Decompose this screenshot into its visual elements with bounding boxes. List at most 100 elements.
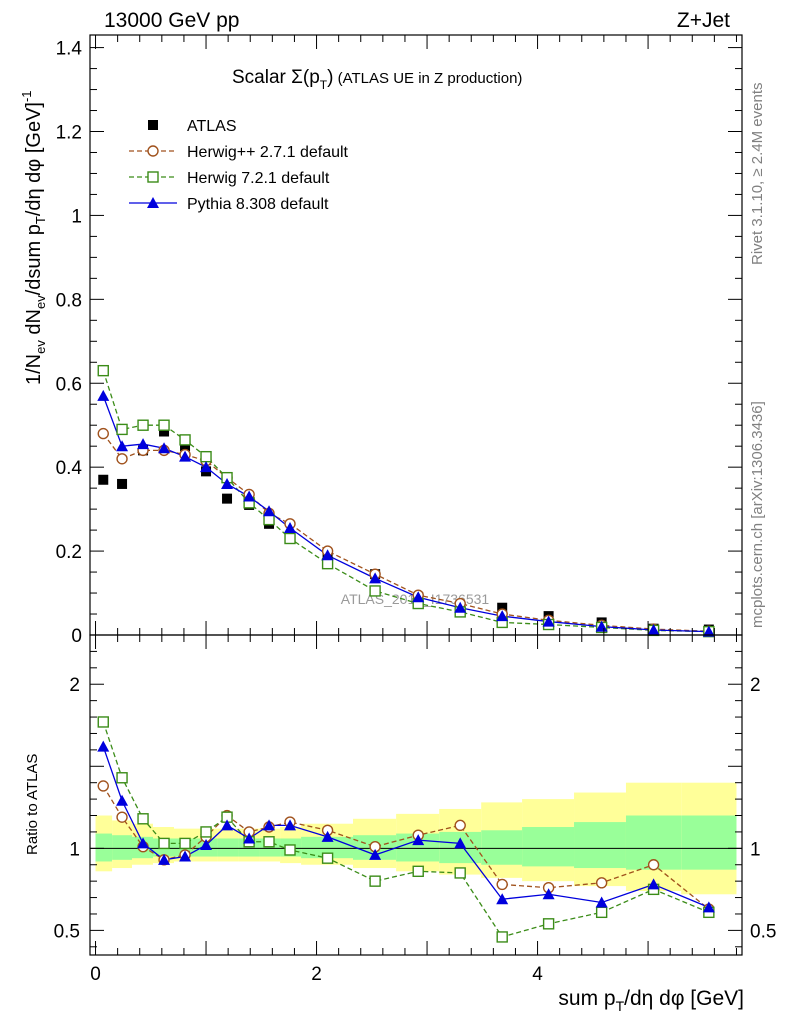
top-series-lines bbox=[102, 370, 709, 633]
ratio-point-pythia bbox=[221, 819, 234, 831]
top-point-herwigpp bbox=[97, 427, 109, 440]
ratio-point-pythia bbox=[369, 848, 382, 860]
band-inner-bin bbox=[112, 835, 132, 860]
ratio-point-herwig7 bbox=[137, 813, 149, 825]
top-point-pythia bbox=[263, 505, 276, 517]
top-point-herwig7 bbox=[200, 450, 212, 463]
ratio-point-herwigpp bbox=[97, 780, 109, 792]
ratio-point-pythia bbox=[412, 834, 425, 846]
ratio-point-pythia bbox=[702, 901, 715, 913]
ratio-point-herwig7 bbox=[595, 906, 608, 919]
ratio-ytick-label: 0.5 bbox=[54, 921, 80, 942]
ratio-point-herwig7 bbox=[454, 867, 466, 879]
top-point-pythia bbox=[321, 549, 334, 561]
top-ytick-label: 1 bbox=[71, 206, 82, 227]
ratio-point-herwigpp bbox=[454, 819, 466, 832]
top-point-pythia bbox=[284, 522, 297, 534]
ratio-point-herwig7 bbox=[200, 826, 212, 838]
top-point-pythia bbox=[221, 477, 234, 489]
band-inner-bin bbox=[574, 822, 626, 869]
ratio-point-herwig7 bbox=[158, 837, 170, 850]
top-point-atlas bbox=[497, 602, 508, 613]
ratio-ytick-label-right: 1 bbox=[750, 839, 761, 860]
top-point-pythia bbox=[200, 461, 213, 473]
top-ytick-label: 1.4 bbox=[56, 39, 83, 60]
top-ytick-label: 0.2 bbox=[56, 542, 82, 563]
ratio-frame bbox=[89, 634, 743, 956]
title-sub: T bbox=[320, 78, 328, 92]
mcplots-label: mcplots.cern.ch [arXiv:1306.3436] bbox=[749, 401, 766, 628]
top-point-pythia bbox=[542, 615, 555, 627]
top-point-herwigpp bbox=[116, 453, 128, 465]
top-point-pythia bbox=[496, 610, 509, 622]
ratio-point-pythia bbox=[116, 794, 129, 806]
ratio-point-pythia bbox=[321, 830, 334, 842]
legend-label-herwig7: Herwig 7.2.1 default bbox=[187, 170, 330, 187]
ratio-point-pythia bbox=[284, 819, 297, 831]
top-ytick-label: 0.8 bbox=[56, 290, 82, 311]
axes: 0 0.2 0.4 0.6 0.8 1 1.2 1.4 0 2 4 0.5 0.5 1 1 2 2 bbox=[54, 34, 776, 985]
header-right-label: Z+Jet bbox=[677, 9, 730, 32]
ratio-point-herwigpp bbox=[595, 877, 608, 889]
title-suffix: (ATLAS UE in Z production) bbox=[333, 70, 522, 87]
xtick-label: 0 bbox=[90, 964, 101, 985]
ratio-point-herwig7 bbox=[321, 852, 334, 864]
xtick-label: 4 bbox=[532, 964, 543, 985]
legend-marker-herwigpp bbox=[147, 145, 159, 157]
ratio-point-pythia bbox=[595, 896, 608, 908]
legend-label-pythia: Pythia 8.308 default bbox=[187, 196, 329, 213]
ratio-ytick-label-right: 2 bbox=[750, 675, 761, 696]
ratio-point-pythia bbox=[496, 893, 509, 905]
legend-marker-pythia bbox=[147, 197, 159, 208]
ratio-point-herwigpp bbox=[496, 878, 508, 891]
top-point-pythia bbox=[179, 450, 192, 462]
ratio-point-pythia bbox=[97, 740, 110, 752]
title-sigma: Σ(p bbox=[291, 67, 320, 88]
top-point-pythia bbox=[412, 591, 425, 603]
top-ytick-label: 0.4 bbox=[56, 458, 83, 479]
ratio-ytick-label: 2 bbox=[69, 675, 80, 696]
ratio-point-herwigpp bbox=[647, 859, 660, 871]
ratio-point-herwig7 bbox=[284, 844, 296, 856]
top-point-atlas bbox=[159, 426, 170, 437]
top-series-markers bbox=[97, 364, 715, 638]
top-point-herwig7 bbox=[137, 419, 149, 431]
ratio-point-pythia bbox=[137, 837, 150, 849]
ratio-point-herwig7 bbox=[179, 837, 191, 850]
top-point-pythia bbox=[369, 572, 382, 584]
legend: ATLAS Herwig++ 2.7.1 default Herwig 7.2.1 … bbox=[129, 118, 349, 213]
top-point-pythia bbox=[454, 601, 467, 613]
band-inner-bin bbox=[95, 833, 113, 862]
title-close: ) bbox=[327, 67, 333, 88]
ratio-point-herwig7 bbox=[97, 716, 109, 728]
ratio-point-pythia bbox=[647, 878, 660, 890]
ratio-point-herwig7 bbox=[369, 875, 381, 887]
ratio-point-herwigpp bbox=[116, 811, 128, 823]
xtick-label: 2 bbox=[311, 964, 322, 985]
ratio-point-pythia bbox=[542, 888, 555, 900]
band-inner-bin bbox=[217, 838, 239, 857]
top-point-pythia bbox=[137, 438, 150, 450]
ratio-point-pythia bbox=[263, 819, 276, 831]
top-point-pythia bbox=[97, 389, 110, 401]
ratio-point-herwig7 bbox=[542, 918, 555, 930]
ratio-point-pythia bbox=[243, 832, 256, 844]
band-inner-bin bbox=[522, 827, 575, 867]
ratio-ytick-label-right: 0.5 bbox=[750, 921, 776, 942]
top-point-herwig7 bbox=[179, 434, 191, 446]
top-ylabel: 1/Nev dNev/dsum pT/dη dφ [GeV]-1 bbox=[19, 90, 48, 385]
rivet-label: Rivet 3.1.10, ≥ 2.4M events bbox=[749, 83, 766, 266]
ratio-point-herwig7 bbox=[263, 836, 275, 848]
band-inner-bin bbox=[481, 830, 523, 865]
top-point-herwig7 bbox=[158, 419, 170, 431]
top-point-atlas bbox=[222, 493, 233, 504]
top-point-pythia bbox=[595, 620, 608, 632]
band-inner-bin bbox=[681, 815, 737, 870]
top-point-atlas bbox=[117, 478, 128, 489]
top-point-pythia bbox=[158, 442, 171, 454]
title-prefix: Scalar bbox=[232, 67, 291, 88]
top-point-pythia bbox=[647, 623, 660, 635]
legend-label-atlas: ATLAS bbox=[187, 118, 237, 135]
top-point-pythia bbox=[243, 490, 256, 502]
